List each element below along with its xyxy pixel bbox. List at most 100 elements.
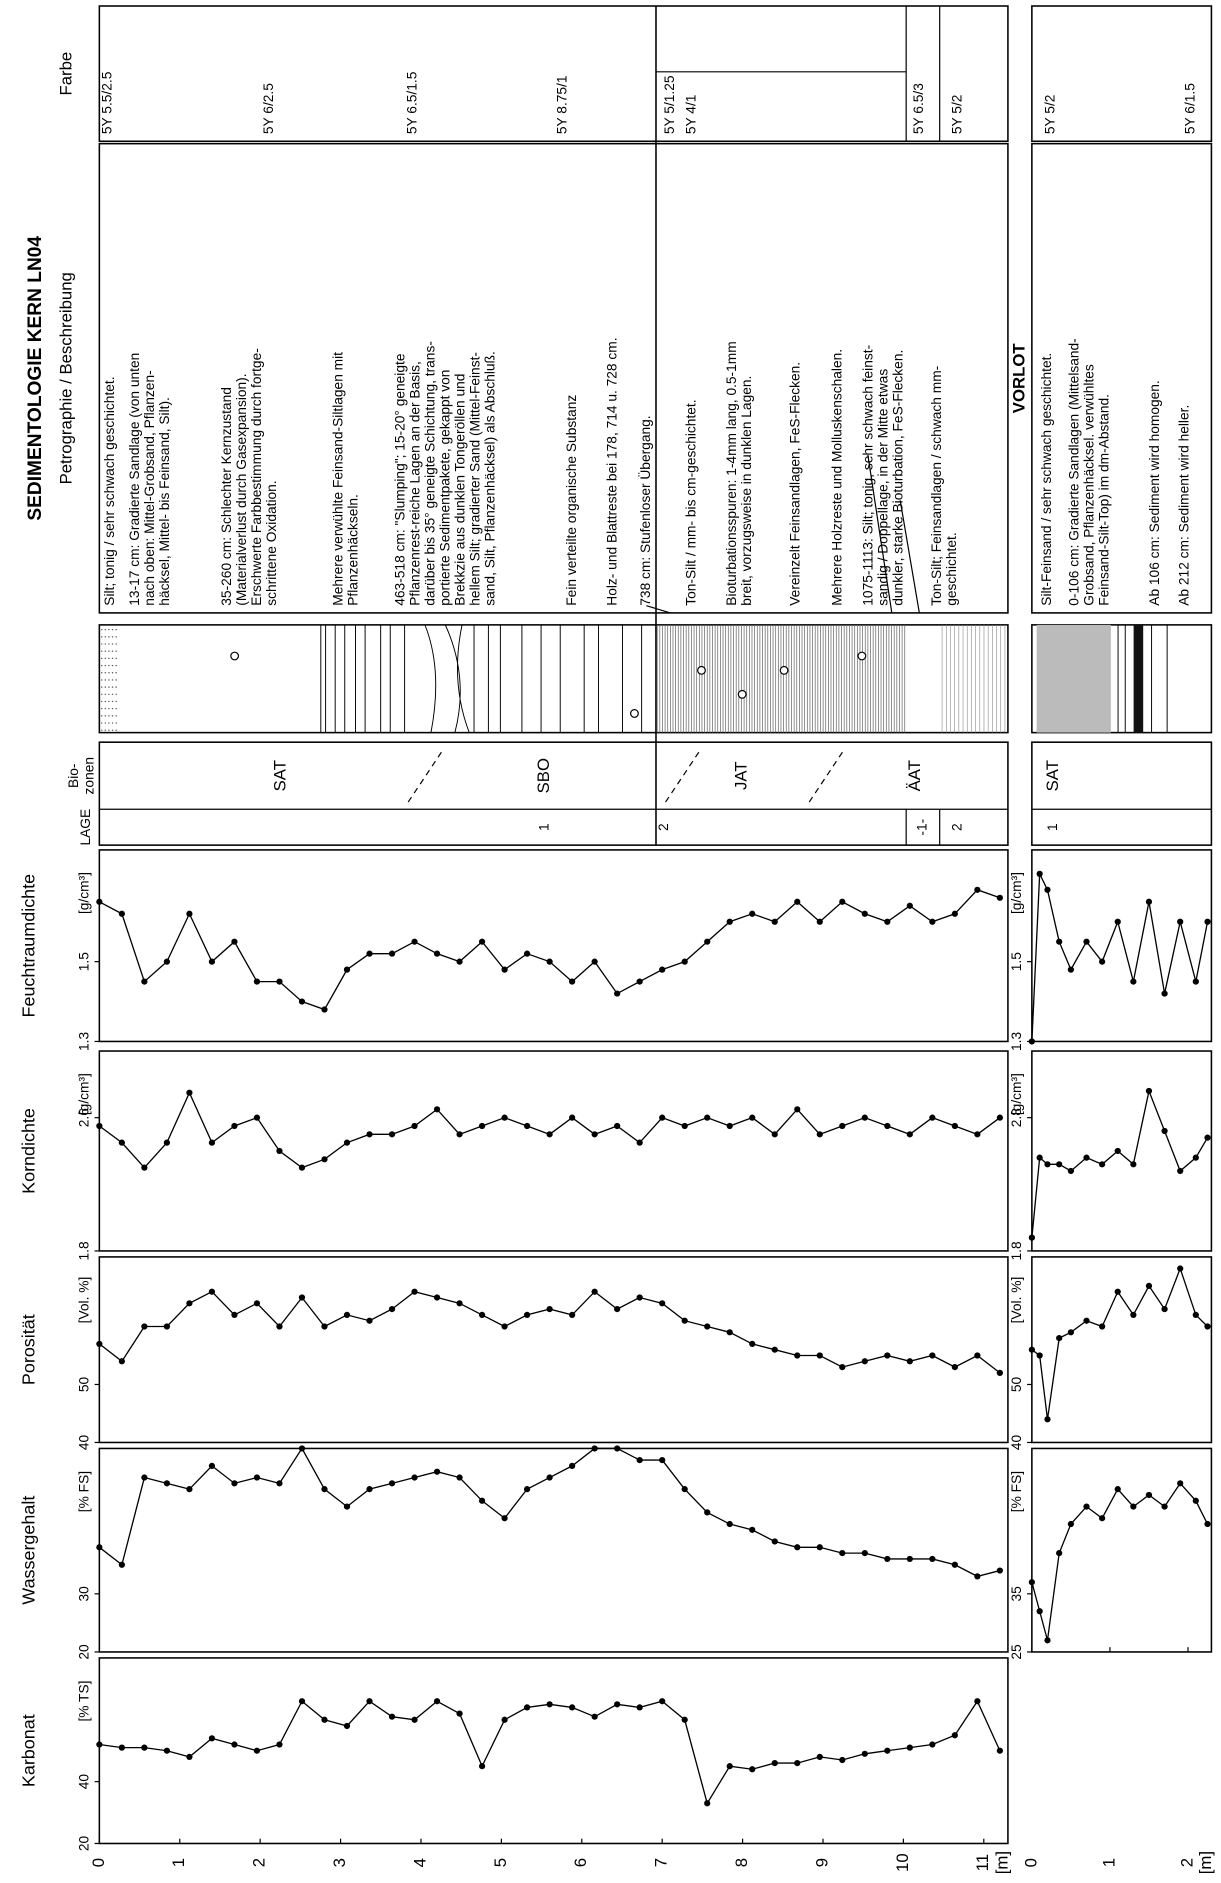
stipple xyxy=(101,650,102,651)
description-line: breit, vorzugsweise in dunklen Lagen. xyxy=(739,376,754,606)
y-tick-label: 1.3 xyxy=(77,1032,92,1051)
stipple xyxy=(108,650,109,651)
data-point xyxy=(456,1300,462,1306)
y-tick-label: 20 xyxy=(77,1835,92,1851)
stipple xyxy=(115,730,116,731)
description-line: 13-17 cm: Gradierte Sandlage (von unten xyxy=(127,353,142,606)
data-line xyxy=(99,1448,1000,1576)
data-point xyxy=(974,887,980,893)
stipple xyxy=(108,665,109,666)
stipple xyxy=(115,672,116,673)
data-point xyxy=(817,1131,823,1137)
data-point xyxy=(524,1486,530,1492)
data-point xyxy=(276,1480,282,1486)
data-point xyxy=(434,951,440,957)
data-point xyxy=(1193,1498,1199,1504)
stipple xyxy=(115,708,116,709)
stipple xyxy=(101,679,102,680)
data-point xyxy=(907,1131,913,1137)
description-line: nach oben: Mittel-Grobsand, Pflanzen- xyxy=(142,370,157,605)
data-point xyxy=(1037,1352,1043,1358)
data-point xyxy=(1037,1155,1043,1161)
data-point xyxy=(1161,1306,1167,1312)
data-point xyxy=(96,1341,102,1347)
data-point xyxy=(164,1140,170,1146)
data-point xyxy=(1029,1235,1035,1241)
description-line: portierte Sedimentpakete, gekappt von xyxy=(438,370,453,606)
data-point xyxy=(1056,1335,1062,1341)
data-point xyxy=(276,1148,282,1154)
x-tick-label: 4 xyxy=(410,1858,429,1867)
data-point xyxy=(907,903,913,909)
stipple xyxy=(108,686,109,687)
stipple xyxy=(105,679,106,680)
biozone-label: SAT xyxy=(1043,760,1062,791)
data-point xyxy=(209,1463,215,1469)
data-point xyxy=(501,967,507,973)
data-point xyxy=(231,1312,237,1318)
data-point xyxy=(1204,1323,1210,1329)
unit-label: [% TS] xyxy=(77,1681,92,1722)
stipple xyxy=(101,715,102,716)
description-line: Feinsand-Silt-Top) im dm-Abstand. xyxy=(1097,394,1112,606)
data-point xyxy=(141,1323,147,1329)
data-point xyxy=(141,978,147,984)
data-point xyxy=(1193,1312,1199,1318)
data-point xyxy=(1056,939,1062,945)
data-point xyxy=(1115,1148,1121,1154)
stipple xyxy=(115,701,116,702)
data-point xyxy=(1056,1161,1062,1167)
data-point xyxy=(276,1741,282,1747)
description-line: Ton-Silt; Feinsandlagen / schwach mm- xyxy=(929,366,944,606)
stipple xyxy=(105,701,106,702)
data-point xyxy=(772,919,778,925)
data-point xyxy=(1044,1161,1050,1167)
panel-title: Korndichte xyxy=(19,1108,39,1194)
stipple xyxy=(108,636,109,637)
data-point xyxy=(637,1704,643,1710)
data-point xyxy=(659,967,665,973)
data-point xyxy=(321,1717,327,1723)
title: SEDIMENTOLOGIE KERN LN04 xyxy=(25,236,46,521)
description-line: Erschwerte Farbbestimmung durch fortge- xyxy=(249,348,264,606)
data-point xyxy=(344,1312,350,1318)
stipple xyxy=(112,722,113,723)
data-point xyxy=(727,1123,733,1129)
stipple xyxy=(115,643,116,644)
data-point xyxy=(749,911,755,917)
data-point xyxy=(952,1364,958,1370)
stipple xyxy=(112,672,113,673)
data-point xyxy=(276,1323,282,1329)
data-point xyxy=(501,1115,507,1121)
data-point xyxy=(1161,1128,1167,1134)
y-tick-label: 30 xyxy=(77,1586,92,1602)
data-point xyxy=(592,1445,598,1451)
x-tick-label: 2 xyxy=(1177,1858,1196,1867)
description-line: Silt-Feinsand / sehr schwach geschichtet… xyxy=(1039,353,1054,606)
data-point xyxy=(411,1474,417,1480)
stipple xyxy=(105,694,106,695)
data-point xyxy=(974,1131,980,1137)
data-point xyxy=(547,1474,553,1480)
data-point xyxy=(141,1165,147,1171)
data-point xyxy=(1068,1168,1074,1174)
stipple xyxy=(101,672,102,673)
data-point xyxy=(276,978,282,984)
data-point xyxy=(119,1140,125,1146)
stipple xyxy=(101,694,102,695)
data-point xyxy=(817,1352,823,1358)
data-point xyxy=(96,899,102,905)
data-point xyxy=(389,1306,395,1312)
data-point xyxy=(254,1474,260,1480)
stipple xyxy=(112,643,113,644)
stipple xyxy=(101,701,102,702)
farbe-entry: 5Y 5.5/2.5 xyxy=(99,71,114,134)
y-tick-label: 1.5 xyxy=(77,952,92,971)
data-point xyxy=(637,978,643,984)
data-point xyxy=(141,1745,147,1751)
data-point xyxy=(704,939,710,945)
unit-label: [Vol. %] xyxy=(77,1277,92,1324)
data-point xyxy=(1044,1416,1050,1422)
description-line: hellem Silt; gradierter Sand (Mittel-Fei… xyxy=(467,352,482,606)
data-point xyxy=(524,1123,530,1129)
